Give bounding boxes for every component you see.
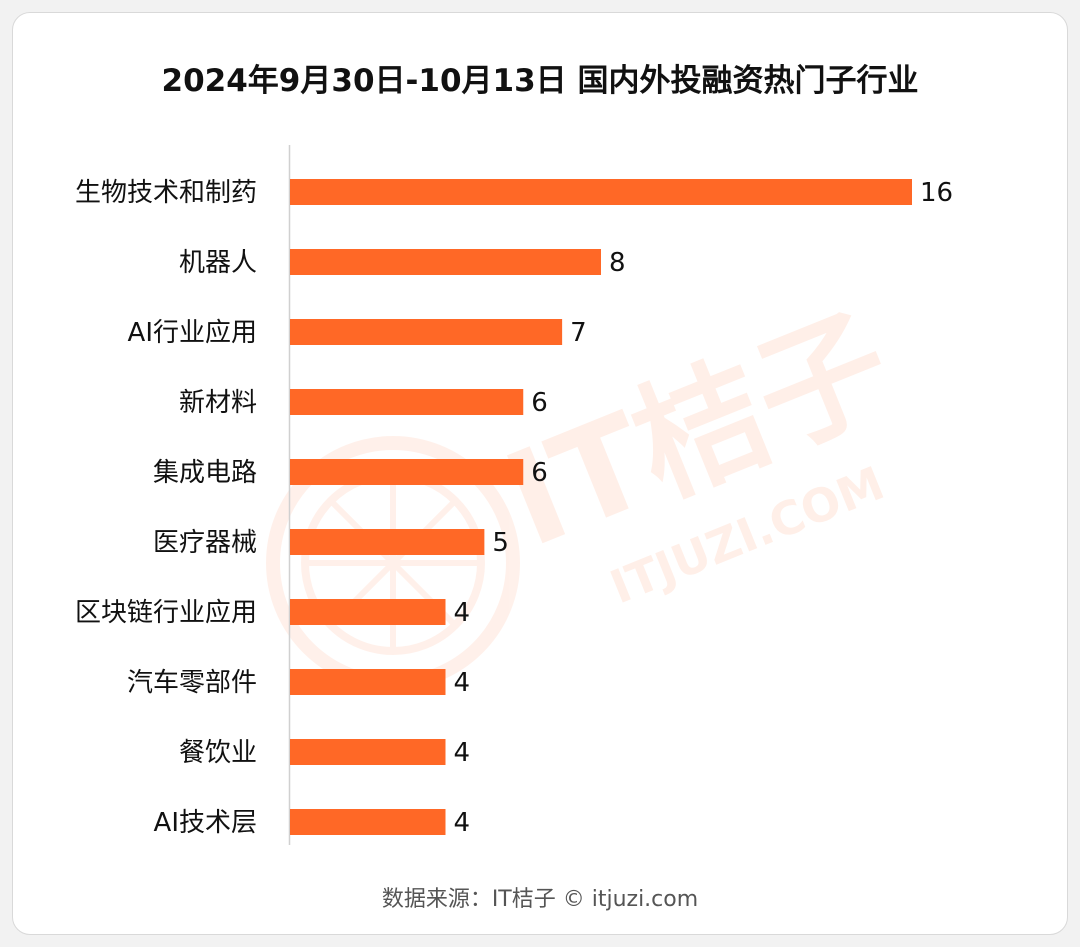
category-label: AI行业应用 [128,318,257,348]
category-label: 生物技术和制药 [75,178,257,208]
bar [290,669,446,695]
value-label: 7 [570,318,587,348]
category-label: 新材料 [179,388,257,418]
value-label: 4 [454,668,471,698]
value-label: 4 [454,808,471,838]
data-source: 数据来源：IT桔子 © itjuzi.com [381,887,699,912]
bar [290,319,563,345]
bar [290,249,601,275]
value-label: 6 [531,388,548,418]
bar [290,739,446,765]
bar [290,529,485,555]
bar [290,389,524,415]
bar [290,179,912,205]
bar-chart: 生物技术和制药 16 机器人 8 AI行业应用 7 新材料 6 集成电路 6 医疗器械 5 区块链行业应… [75,145,953,845]
category-label: 区块链行业应用 [75,598,257,628]
category-label: 集成电路 [153,458,257,488]
value-label: 5 [492,528,509,558]
value-label: 16 [920,178,953,208]
value-label: 4 [454,598,471,628]
category-label: 机器人 [179,248,257,278]
category-label: 医疗器械 [153,528,257,558]
chart-title: 2024年9月30日-10月13日 国内外投融资热门子行业 [161,63,919,99]
category-label: 汽车零部件 [127,668,257,698]
bar [290,599,446,625]
bar [290,809,446,835]
value-label: 6 [531,458,548,488]
chart-card: 2024年9月30日-10月13日 国内外投融资热门子行业 IT桔子 ITJUZ… [12,12,1068,935]
value-label: 4 [454,738,471,768]
category-label: 餐饮业 [179,738,257,768]
category-label: AI技术层 [154,808,257,838]
bar [290,459,524,485]
value-label: 8 [609,248,626,278]
